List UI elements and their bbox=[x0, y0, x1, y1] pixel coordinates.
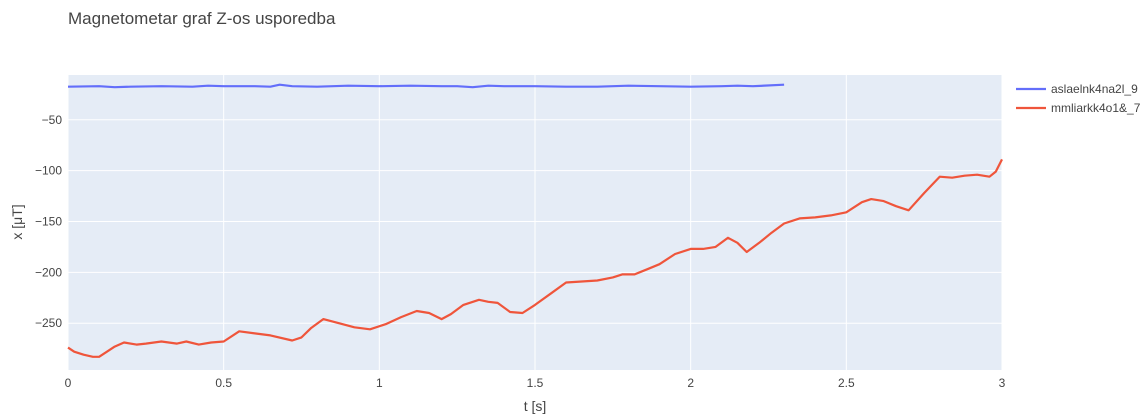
legend-label: aslaelnk4na2l_9 bbox=[1051, 82, 1138, 96]
y-axis-label: x [μT] bbox=[9, 204, 25, 239]
chart-title: Magnetometar graf Z-os usporedba bbox=[68, 9, 336, 28]
x-tick-label: 1 bbox=[376, 376, 383, 390]
x-axis-label: t [s] bbox=[524, 398, 547, 414]
series-line-2 bbox=[67, 158, 1003, 358]
y-tick-label: −100 bbox=[35, 164, 62, 178]
x-tick-label: 3 bbox=[999, 376, 1006, 390]
legend-item[interactable]: aslaelnk4na2l_9 bbox=[1016, 82, 1138, 96]
y-tick-label: −50 bbox=[42, 113, 63, 127]
x-tick-label: 2 bbox=[687, 376, 694, 390]
legend[interactable]: aslaelnk4na2l_9 mmliarkk4o1&_7 bbox=[1016, 82, 1141, 115]
axis-ticks: 0 0.5 1 1.5 2 2.5 3 −50 −100 −150 −200 −250 bbox=[35, 113, 1006, 390]
legend-label: mmliarkk4o1&_7 bbox=[1051, 101, 1141, 115]
x-tick-label: 0 bbox=[65, 376, 72, 390]
x-tick-label: 1.5 bbox=[527, 376, 544, 390]
x-tick-label: 0.5 bbox=[215, 376, 232, 390]
series-lines bbox=[67, 83, 1003, 358]
x-tick-label: 2.5 bbox=[838, 376, 855, 390]
y-tick-label: −150 bbox=[35, 214, 62, 228]
grid bbox=[67, 75, 1003, 370]
y-tick-label: −250 bbox=[35, 316, 62, 330]
y-tick-label: −200 bbox=[35, 265, 62, 279]
legend-item[interactable]: mmliarkk4o1&_7 bbox=[1016, 101, 1141, 115]
series-line-1 bbox=[67, 83, 785, 89]
